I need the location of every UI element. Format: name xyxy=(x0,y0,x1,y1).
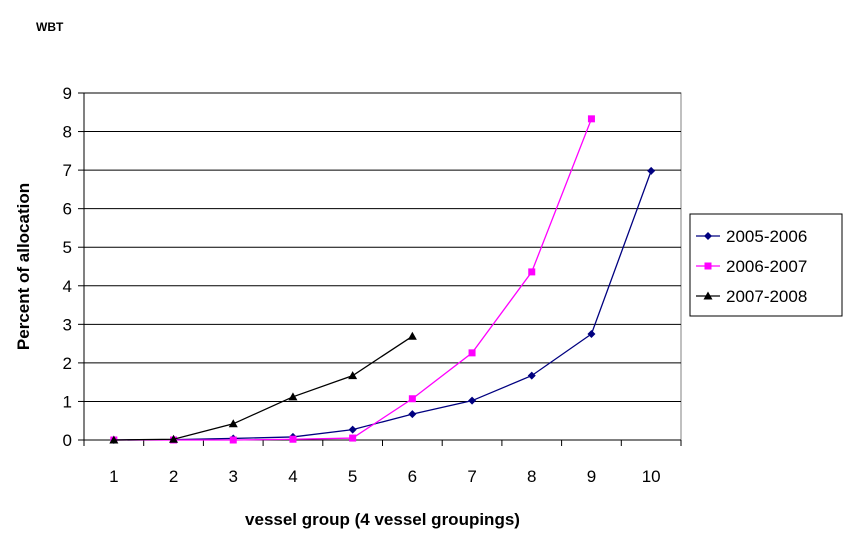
plot-frame xyxy=(83,92,682,441)
data-point xyxy=(587,115,595,123)
data-point xyxy=(528,268,536,276)
y-tick-label: 7 xyxy=(63,161,72,180)
data-point xyxy=(468,349,476,357)
legend-label: 2005-2006 xyxy=(726,227,807,246)
y-tick-label: 1 xyxy=(63,392,72,411)
series-2007-2008 xyxy=(109,331,417,444)
series-layer xyxy=(109,115,656,444)
legend-item: 2005-2006 xyxy=(696,227,807,246)
y-tick-label: 6 xyxy=(63,200,72,219)
data-point xyxy=(228,419,238,428)
data-point xyxy=(169,434,179,443)
legend-item: 2007-2008 xyxy=(696,287,807,306)
x-tick-label: 7 xyxy=(467,467,476,486)
y-tick-label: 9 xyxy=(63,84,72,103)
gridlines xyxy=(84,92,681,402)
legend-box xyxy=(689,213,843,317)
y-tick-label: 8 xyxy=(63,123,72,142)
data-point xyxy=(407,331,417,340)
x-tick-label: 3 xyxy=(229,467,238,486)
corner-title: WBT xyxy=(36,20,64,34)
data-point xyxy=(408,395,416,403)
x-tick-label: 2 xyxy=(169,467,178,486)
data-point xyxy=(647,166,656,175)
x-tick-label: 4 xyxy=(288,467,297,486)
data-point xyxy=(704,262,712,270)
y-tick-label: 5 xyxy=(63,238,72,257)
data-point xyxy=(527,371,536,380)
data-point xyxy=(348,425,357,434)
legend-label: 2007-2008 xyxy=(726,287,807,306)
data-point xyxy=(288,392,298,401)
x-tick-label: 5 xyxy=(348,467,357,486)
legend-item: 2006-2007 xyxy=(696,257,807,276)
data-point xyxy=(109,435,119,444)
x-tick-label: 1 xyxy=(109,467,118,486)
x-axis-title: vessel group (4 vessel groupings) xyxy=(245,510,520,529)
y-tick-label: 4 xyxy=(63,277,72,296)
x-tick-label: 9 xyxy=(587,467,596,486)
data-point xyxy=(289,435,297,443)
data-point xyxy=(468,396,477,405)
legend-label: 2006-2007 xyxy=(726,257,807,276)
series-line xyxy=(113,170,652,441)
y-axis-title: Percent of allocation xyxy=(14,183,33,350)
y-tick-label: 3 xyxy=(63,315,72,334)
x-tick-label: 10 xyxy=(642,467,661,486)
y-tick-label: 2 xyxy=(63,354,72,373)
series-line xyxy=(113,335,413,441)
data-point xyxy=(408,410,417,419)
x-axis-ticks: 1 2 3 4 5 6 7 8 9 10 xyxy=(83,439,682,486)
y-axis-ticks: 0 1 2 3 4 5 6 7 8 9 xyxy=(63,84,85,450)
y-tick-label: 0 xyxy=(63,431,72,450)
data-point xyxy=(704,232,712,240)
data-point xyxy=(348,371,358,380)
x-tick-label: 6 xyxy=(408,467,417,486)
data-point xyxy=(587,329,596,338)
plot-area xyxy=(83,92,682,441)
data-point xyxy=(349,434,357,442)
x-tick-label: 8 xyxy=(527,467,536,486)
legend: 2005-2006 2006-2007 2007-2008 xyxy=(689,213,843,317)
data-point xyxy=(229,436,237,444)
data-point xyxy=(703,291,713,300)
